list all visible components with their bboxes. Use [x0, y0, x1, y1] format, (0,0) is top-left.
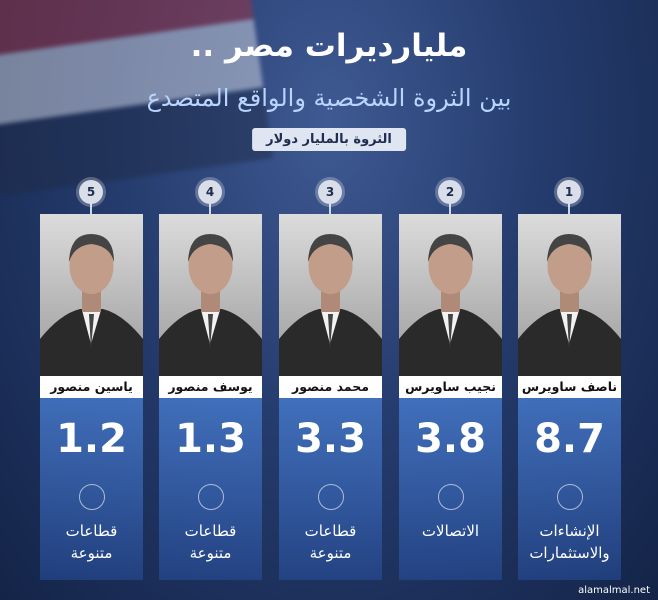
portrait-silhouette: [518, 234, 621, 376]
sector-line: قطاعات: [304, 522, 357, 540]
wealth-card: 3.3 قطاعات متنوعة: [279, 398, 382, 580]
connector: [568, 200, 570, 216]
sector-icon: [198, 484, 224, 510]
sector-line: متنوعة: [70, 544, 113, 562]
wealth-card: 3.8 الاتصالات: [399, 398, 502, 580]
person-name: يوسف منصور: [159, 376, 262, 398]
subtitle: بين الثروة الشخصية والواقع المتصدع: [146, 84, 512, 112]
connector: [90, 200, 92, 216]
portrait: [399, 214, 502, 376]
connector: [329, 200, 331, 216]
sector: قطاعات متنوعة: [159, 520, 262, 564]
wealth-value: 1.3: [175, 416, 246, 462]
wealth-value: 1.2: [56, 416, 127, 462]
watermark: alamalmal.net: [578, 585, 650, 596]
connector: [449, 200, 451, 216]
sector-icon: [79, 484, 105, 510]
person-name: نجيب ساويرس: [399, 376, 502, 398]
sector-icon: [438, 484, 464, 510]
wealth-card: 1.3 قطاعات متنوعة: [159, 398, 262, 580]
portrait-silhouette: [40, 234, 143, 376]
portrait: [279, 214, 382, 376]
rank-badge: 4: [198, 180, 222, 204]
portrait: [518, 214, 621, 376]
person-name: محمد منصور: [279, 376, 382, 398]
sector-line: الإنشاءات: [539, 522, 600, 540]
sector-icon: [557, 484, 583, 510]
sector-icon: [318, 484, 344, 510]
wealth-value: 3.8: [415, 416, 486, 462]
sector: الاتصالات: [399, 520, 502, 542]
wealth-card: 1.2 قطاعات متنوعة: [40, 398, 143, 580]
wealth-value: 8.7: [534, 416, 605, 462]
sector-line: متنوعة: [309, 544, 352, 562]
portrait: [40, 214, 143, 376]
sector-line: قطاعات: [184, 522, 237, 540]
rank-badge: 1: [557, 180, 581, 204]
person-name: ياسين منصور: [40, 376, 143, 398]
sector: الإنشاءات والاستثمارات: [518, 520, 621, 564]
wealth-value: 3.3: [295, 416, 366, 462]
sector-line: قطاعات: [65, 522, 118, 540]
person-name: ناصف ساويرس: [518, 376, 621, 398]
connector: [209, 200, 211, 216]
rank-badge: 2: [438, 180, 462, 204]
portrait-silhouette: [159, 234, 262, 376]
sector-line: متنوعة: [189, 544, 232, 562]
sector: قطاعات متنوعة: [279, 520, 382, 564]
rank-badge: 3: [318, 180, 342, 204]
unit-note: الثروة بالمليار دولار: [252, 128, 406, 151]
sector-line: الاتصالات: [421, 522, 480, 540]
sector: قطاعات متنوعة: [40, 520, 143, 564]
portrait-silhouette: [279, 234, 382, 376]
wealth-card: 8.7 الإنشاءات والاستثمارات: [518, 398, 621, 580]
title: مليارديرات مصر ..: [190, 28, 468, 64]
sector-line: والاستثمارات: [529, 544, 610, 562]
portrait-silhouette: [399, 234, 502, 376]
rank-badge: 5: [79, 180, 103, 204]
portrait: [159, 214, 262, 376]
